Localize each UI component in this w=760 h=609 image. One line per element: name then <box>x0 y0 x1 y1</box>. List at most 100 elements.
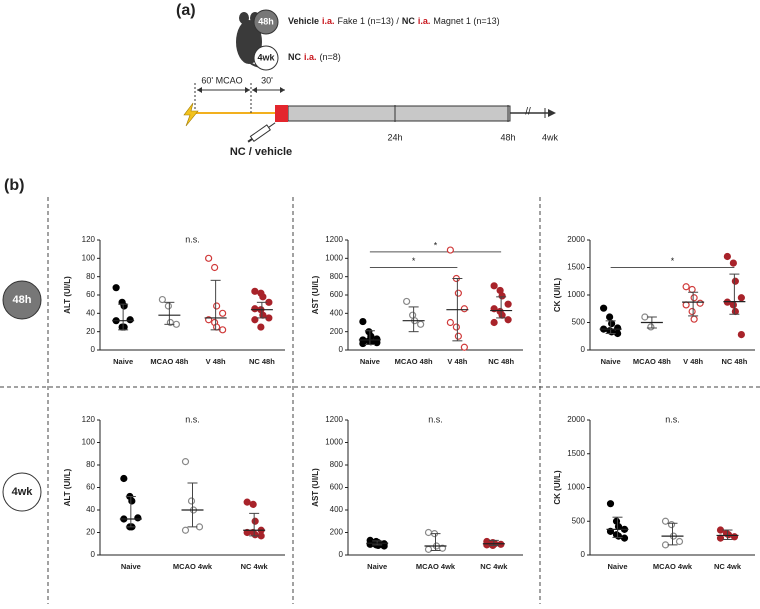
data-point <box>730 533 739 541</box>
timeline-label: 30' <box>261 75 273 85</box>
data-point <box>251 517 259 525</box>
data-point <box>731 307 739 316</box>
y-tick-label: 200 <box>330 327 344 336</box>
legend-row: Vehicle i.a. Fake 1 (n=13) / NC i.a. Magnet 1… <box>288 16 500 26</box>
data-point <box>614 532 623 540</box>
data-point <box>213 302 221 310</box>
row-badge-text: 4wk <box>12 486 34 498</box>
y-tick-label: 800 <box>330 460 344 469</box>
y-tick-label: 1000 <box>567 290 585 299</box>
data-point <box>454 289 462 297</box>
legend-row: NC i.a. (n=8) <box>288 52 341 62</box>
data-point <box>504 300 512 308</box>
data-point <box>211 263 219 272</box>
significance-label: * <box>412 256 416 266</box>
x-tick-label: Naive <box>113 357 133 366</box>
data-point <box>737 331 745 339</box>
data-point <box>661 517 670 525</box>
data-point <box>164 302 172 310</box>
y-tick-label: 0 <box>91 550 96 559</box>
annotation: n.s. <box>665 414 680 424</box>
y-tick-label: 500 <box>572 516 586 525</box>
data-point <box>205 254 213 262</box>
data-point <box>249 500 257 508</box>
data-point <box>219 309 227 317</box>
x-tick-label: Naive <box>121 562 141 571</box>
x-tick-label: Naive <box>360 357 380 366</box>
x-tick-label: V 48h <box>206 357 226 366</box>
data-point <box>600 304 608 312</box>
timeline-label: 24h <box>387 132 402 142</box>
data-point <box>438 544 447 552</box>
data-point <box>181 458 190 466</box>
annotation: n.s. <box>185 234 200 244</box>
timeline-label: 48h <box>500 132 515 142</box>
x-tick-label: MCAO 48h <box>633 357 671 366</box>
y-axis-label: CK (UI/L) <box>553 278 562 313</box>
legend-part: (n=8) <box>320 52 341 62</box>
y-tick-label: 40 <box>86 308 95 317</box>
y-tick-label: 1500 <box>567 449 585 458</box>
y-tick-label: 1200 <box>325 415 343 424</box>
panel-label: (b) <box>4 177 24 194</box>
legend-part: i.a. <box>418 16 431 26</box>
x-tick-label: MCAO 4wk <box>653 562 693 571</box>
significance-label: * <box>434 240 438 250</box>
data-point <box>675 537 684 546</box>
data-point <box>696 299 704 307</box>
y-axis-label: AST (UI/L) <box>311 275 320 314</box>
row-badge <box>2 280 42 320</box>
data-point <box>181 526 190 534</box>
data-point <box>490 318 498 327</box>
data-point <box>446 246 454 254</box>
y-tick-label: 400 <box>330 308 344 317</box>
data-point <box>417 320 425 328</box>
svg-text://: // <box>525 107 531 118</box>
legend-part: Magnet 1 (n=13) <box>433 16 499 26</box>
data-point <box>504 316 512 324</box>
data-point <box>134 514 142 522</box>
data-point <box>498 311 506 319</box>
y-axis-label: AST (UI/L) <box>311 468 320 507</box>
y-tick-label: 80 <box>86 272 95 281</box>
y-tick-label: 120 <box>82 415 96 424</box>
x-tick-label: Naive <box>607 562 627 571</box>
data-point <box>490 282 498 290</box>
data-point <box>690 315 698 323</box>
y-tick-label: 0 <box>581 345 586 354</box>
y-tick-label: 60 <box>86 290 95 299</box>
y-tick-label: 1200 <box>325 235 343 244</box>
y-tick-label: 1000 <box>325 438 343 447</box>
data-point <box>259 293 267 301</box>
annotation: n.s. <box>185 414 200 424</box>
y-tick-label: 600 <box>330 483 344 492</box>
row-badge <box>2 472 42 512</box>
x-tick-label: NC 4wk <box>714 562 742 571</box>
badge <box>253 45 279 71</box>
data-point <box>460 305 468 313</box>
data-point <box>688 285 696 294</box>
timeline: // <box>183 83 556 143</box>
y-tick-label: 0 <box>339 550 344 559</box>
treatment-label: NC / vehicle <box>230 146 292 158</box>
data-point <box>498 292 506 300</box>
data-point <box>158 295 166 304</box>
data-point <box>424 545 433 553</box>
y-tick-label: 60 <box>86 483 95 492</box>
y-tick-label: 100 <box>82 438 96 447</box>
y-tick-label: 500 <box>572 318 586 327</box>
data-point <box>731 277 739 285</box>
legend-part: i.a. <box>304 52 317 62</box>
data-point <box>723 252 731 261</box>
data-point <box>424 528 433 537</box>
legend-part: Fake 1 (n=13) / <box>338 16 400 26</box>
y-tick-label: 80 <box>86 460 95 469</box>
badge-text: 4wk <box>257 52 275 62</box>
data-point <box>608 320 616 328</box>
x-tick-label: Naive <box>367 562 387 571</box>
data-point <box>737 294 745 302</box>
y-tick-label: 100 <box>82 253 96 262</box>
y-axis-label: ALT (UI/L) <box>63 276 72 314</box>
data-point <box>251 305 259 313</box>
timeline-label: 60' MCAO <box>201 75 242 85</box>
